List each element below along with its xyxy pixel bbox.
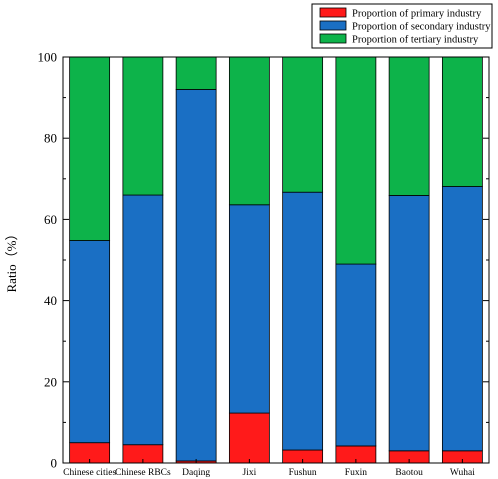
bar-segment-secondary-0	[69, 240, 111, 444]
bar-segment-secondary-6	[388, 195, 430, 452]
legend-swatch-0	[319, 7, 347, 18]
y-tick-label-2: 40	[44, 293, 57, 308]
bar-segment-tertiary-0	[69, 56, 111, 241]
bar-segment-secondary-2	[175, 89, 217, 462]
x-tick-label-3: Jixi	[243, 468, 257, 478]
y-tick-label-0: 0	[51, 456, 58, 471]
bar-segment-tertiary-4	[282, 56, 324, 193]
x-tick-label-2: Daqing	[182, 468, 210, 478]
legend: Proportion of primary industry Proportion…	[311, 3, 493, 49]
y-axis-label: Ratio（%）	[4, 228, 19, 293]
x-tick-label-0: Chinese cities	[63, 468, 116, 478]
legend-label-2: Proportion of tertiary industry	[352, 35, 479, 46]
legend-label-1: Proportion of secondary industry	[352, 22, 491, 33]
x-tick-label-5: Fuxin	[345, 468, 367, 478]
y-tick-label-4: 80	[44, 131, 57, 146]
y-axis: 0 20 40 60 80 100	[38, 50, 489, 471]
bar-segment-tertiary-5	[335, 56, 377, 265]
x-tick-label-6: Baotou	[395, 468, 423, 478]
legend-label-0: Proportion of primary industry	[352, 9, 482, 20]
bar-segment-secondary-1	[122, 194, 164, 446]
y-tick-label-1: 20	[44, 374, 57, 389]
bar-segment-tertiary-7	[441, 56, 483, 187]
bar-segment-secondary-5	[335, 263, 377, 447]
bars	[69, 56, 483, 464]
bar-segment-tertiary-1	[122, 56, 164, 196]
bar-segment-secondary-7	[441, 186, 483, 452]
bar-segment-secondary-4	[282, 191, 324, 451]
x-tick-label-4: Fushun	[289, 468, 317, 478]
bar-segment-secondary-3	[228, 204, 270, 414]
x-tick-label-1: Chinese RBCs	[115, 468, 171, 478]
x-tick-label-7: Wuhai	[450, 468, 475, 478]
bar-segment-tertiary-6	[388, 56, 430, 196]
bar-segment-tertiary-3	[228, 56, 270, 206]
bar-segment-primary-3	[228, 412, 270, 464]
y-tick-label-5: 100	[38, 50, 58, 65]
bar-segment-tertiary-2	[175, 56, 217, 90]
legend-swatch-1	[319, 20, 347, 31]
legend-swatch-2	[319, 33, 347, 44]
y-tick-label-3: 60	[44, 212, 57, 227]
